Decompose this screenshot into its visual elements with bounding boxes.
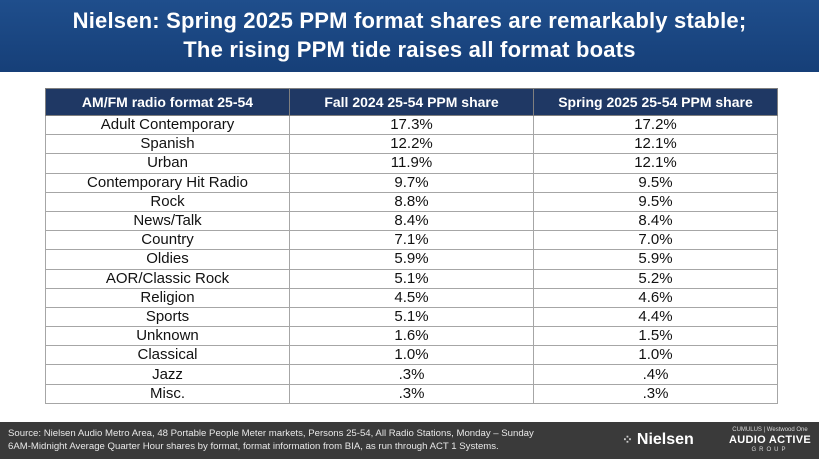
- cell-fall-2024-share: 8.4%: [289, 210, 534, 232]
- table-row: Unknown 1.6% 1.5%: [45, 326, 778, 347]
- cell-fall-2024-share: 1.0%: [289, 345, 534, 366]
- cell-format: AOR/Classic Rock: [45, 268, 290, 289]
- cell-spring-2025-share: .3%: [533, 383, 778, 404]
- table-header-row: AM/FM radio format 25-54 Fall 2024 25-54…: [45, 88, 778, 116]
- aag-group-text: GROUP: [751, 447, 789, 453]
- cell-spring-2025-share: 5.9%: [533, 249, 778, 270]
- table-row: Rock 8.8% 9.5%: [45, 191, 778, 212]
- cell-fall-2024-share: 4.5%: [289, 287, 534, 308]
- aag-title: AUDIO ACTIVE: [728, 434, 812, 446]
- cell-format: Misc.: [45, 383, 290, 404]
- cell-fall-2024-share: 9.7%: [289, 172, 534, 193]
- source-line-1: Source: Nielsen Audio Metro Area, 48 Por…: [8, 428, 534, 439]
- cell-fall-2024-share: 7.1%: [289, 230, 534, 251]
- nielsen-logo-text: Nielsen: [636, 431, 694, 448]
- cell-format: Classical: [45, 345, 290, 366]
- cell-fall-2024-share: 8.8%: [289, 191, 534, 212]
- cell-spring-2025-share: 12.1%: [533, 134, 778, 155]
- cell-fall-2024-share: 5.1%: [289, 306, 534, 328]
- cell-format: Urban: [45, 153, 290, 174]
- table-row: AOR/Classic Rock 5.1% 5.2%: [45, 268, 778, 289]
- table-row: Spanish 12.2% 12.1%: [45, 134, 778, 155]
- cell-spring-2025-share: 12.1%: [533, 153, 778, 174]
- cell-format: Adult Contemporary: [45, 114, 290, 136]
- cell-spring-2025-share: 8.4%: [533, 210, 778, 232]
- table-row: Contemporary Hit Radio 9.7% 9.5%: [45, 172, 778, 193]
- format-share-table: AM/FM radio format 25-54 Fall 2024 25-54…: [45, 88, 778, 404]
- cell-format: Spanish: [45, 134, 290, 155]
- cell-format: News/Talk: [45, 210, 290, 232]
- format-share-table-container: AM/FM radio format 25-54 Fall 2024 25-54…: [45, 88, 778, 404]
- cell-format: Sports: [45, 306, 290, 328]
- nielsen-logo: ⁘ Nielsen: [622, 431, 694, 449]
- title-banner: Nielsen: Spring 2025 PPM format shares a…: [0, 0, 819, 72]
- cell-spring-2025-share: 1.5%: [533, 326, 778, 347]
- source-note: Source: Nielsen Audio Metro Area, 48 Por…: [8, 427, 608, 453]
- cell-fall-2024-share: 12.2%: [289, 134, 534, 155]
- cell-spring-2025-share: 1.0%: [533, 345, 778, 366]
- cell-fall-2024-share: 5.1%: [289, 268, 534, 289]
- cell-fall-2024-share: .3%: [289, 364, 534, 385]
- cell-spring-2025-share: .4%: [533, 364, 778, 385]
- cell-fall-2024-share: 5.9%: [289, 249, 534, 270]
- cell-spring-2025-share: 7.0%: [533, 230, 778, 251]
- table-row: Sports 5.1% 4.4%: [45, 306, 778, 328]
- cell-format: Oldies: [45, 249, 290, 270]
- table-row: Country 7.1% 7.0%: [45, 230, 778, 251]
- cell-spring-2025-share: 17.2%: [533, 114, 778, 136]
- title-line-2: The rising PPM tide raises all format bo…: [183, 37, 636, 62]
- cell-fall-2024-share: 17.3%: [289, 114, 534, 136]
- table-row: Classical 1.0% 1.0%: [45, 345, 778, 366]
- audio-active-group-logo: CUMULUS | Westwood One AUDIO ACTIVE GROU…: [726, 426, 814, 454]
- table-row: Oldies 5.9% 5.9%: [45, 249, 778, 270]
- table-row: Misc. .3% .3%: [45, 383, 778, 404]
- footer-bar: Source: Nielsen Audio Metro Area, 48 Por…: [0, 422, 819, 459]
- title-line-1: Nielsen: Spring 2025 PPM format shares a…: [72, 8, 747, 33]
- aag-partner-text: CUMULUS | Westwood One: [732, 427, 808, 433]
- cell-spring-2025-share: 4.4%: [533, 306, 778, 328]
- table-body: Adult Contemporary 17.3% 17.2% Spanish 12.2%…: [45, 114, 778, 404]
- cell-format: Religion: [45, 287, 290, 308]
- column-header-spring-2025: Spring 2025 25-54 PPM share: [533, 88, 778, 116]
- table-row: Adult Contemporary 17.3% 17.2%: [45, 114, 778, 136]
- cell-spring-2025-share: 9.5%: [533, 191, 778, 212]
- table-row: News/Talk 8.4% 8.4%: [45, 210, 778, 232]
- column-header-fall-2024: Fall 2024 25-54 PPM share: [289, 88, 534, 116]
- cell-spring-2025-share: 9.5%: [533, 172, 778, 193]
- column-header-format: AM/FM radio format 25-54: [45, 88, 290, 116]
- cell-format: Rock: [45, 191, 290, 212]
- cell-spring-2025-share: 5.2%: [533, 268, 778, 289]
- cell-fall-2024-share: 1.6%: [289, 326, 534, 347]
- table-row: Urban 11.9% 12.1%: [45, 153, 778, 174]
- cell-format: Jazz: [45, 364, 290, 385]
- table-row: Jazz .3% .4%: [45, 364, 778, 385]
- cell-fall-2024-share: .3%: [289, 383, 534, 404]
- cell-format: Contemporary Hit Radio: [45, 172, 290, 193]
- cell-format: Unknown: [45, 326, 290, 347]
- source-line-2: 6AM-Midnight Average Quarter Hour shares…: [8, 441, 499, 452]
- cell-format: Country: [45, 230, 290, 251]
- cell-spring-2025-share: 4.6%: [533, 287, 778, 308]
- nielsen-mark-icon: ⁘: [622, 432, 633, 447]
- table-row: Religion 4.5% 4.6%: [45, 287, 778, 308]
- cell-fall-2024-share: 11.9%: [289, 153, 534, 174]
